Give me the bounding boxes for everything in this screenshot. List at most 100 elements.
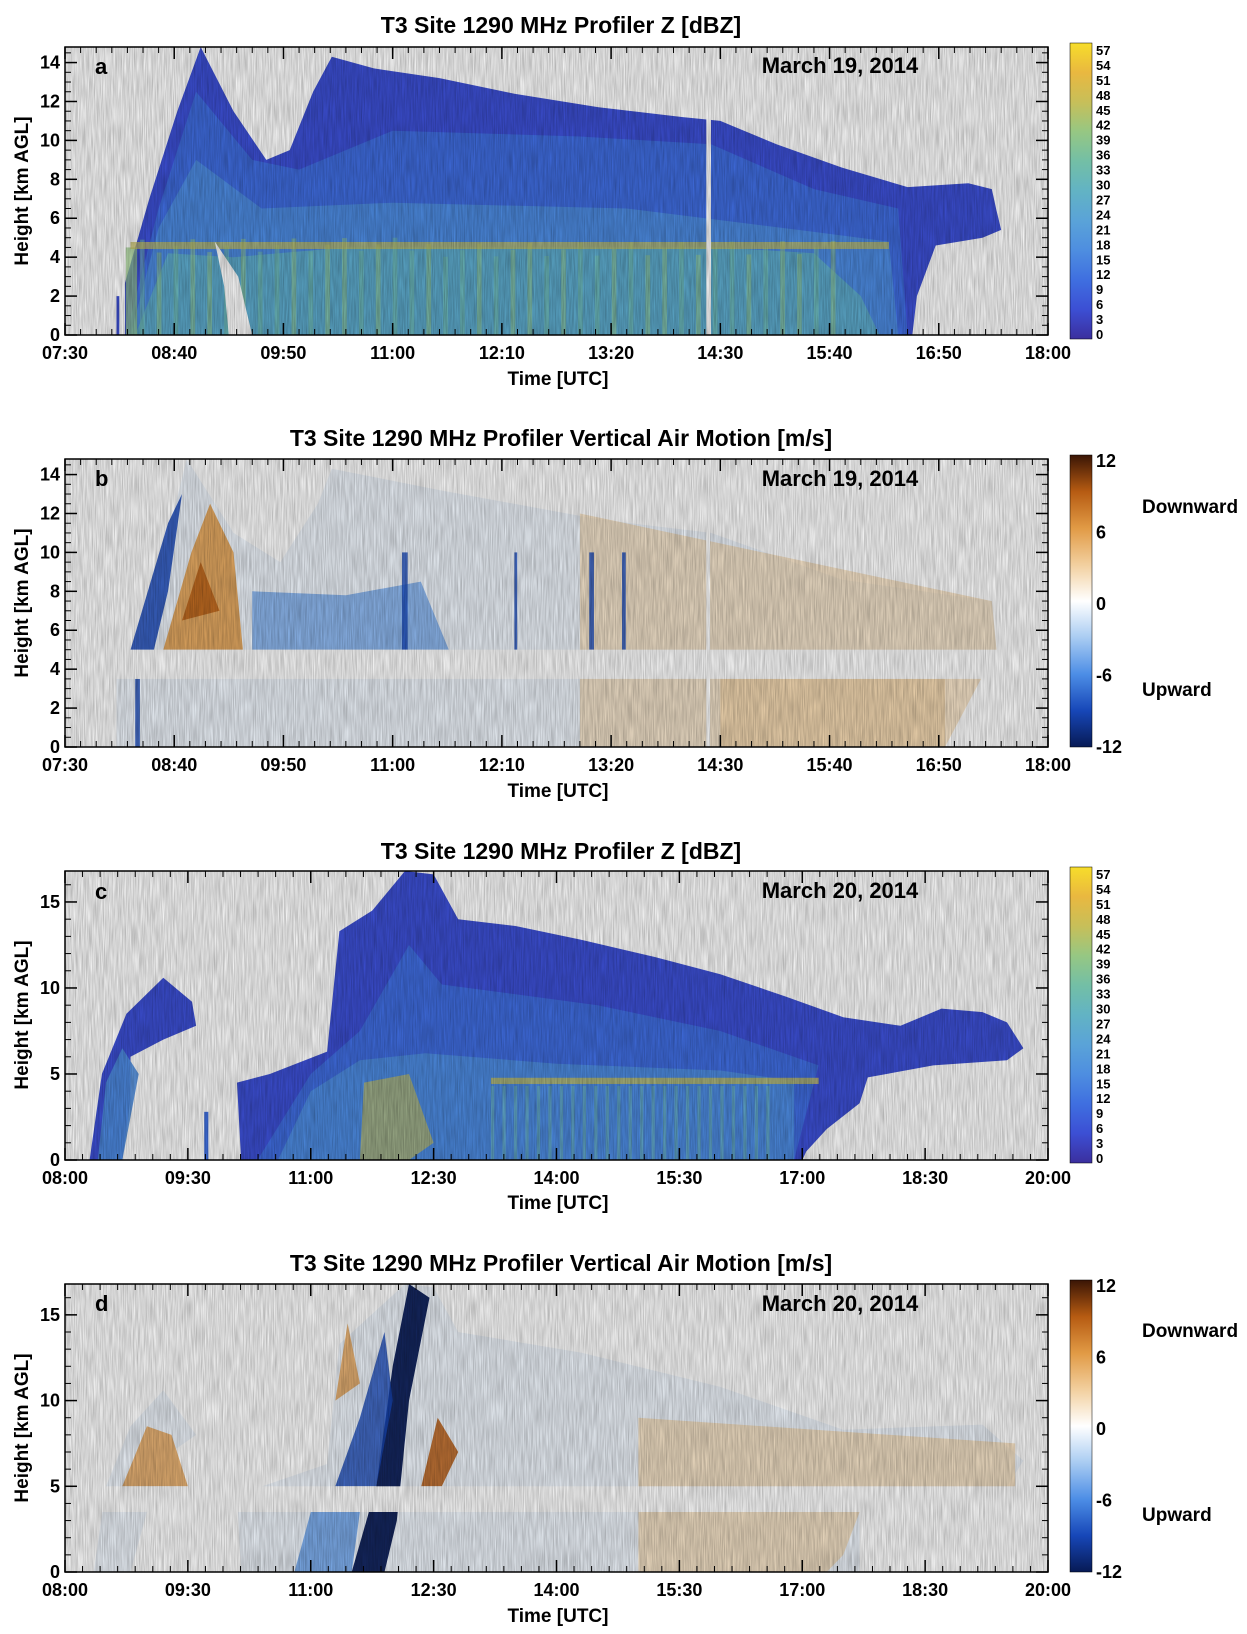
colorbar-tick-label: -6 — [1096, 666, 1112, 686]
panel-d-date: March 20, 2014 — [762, 1291, 919, 1316]
colorbar-tick-label: 24 — [1096, 1031, 1111, 1046]
colorbar-tick-label: 51 — [1096, 73, 1110, 88]
panel-c: T3 Site 1290 MHz Profiler Z [dBZ] 08:00 0… — [12, 838, 1111, 1214]
x-tick-label: 15:30 — [656, 1168, 702, 1188]
colorbar-scale — [1069, 866, 1093, 1164]
x-tick-label: 12:30 — [411, 1580, 457, 1600]
y-tick-label: 0 — [50, 1150, 60, 1170]
colorbar-tick-label: 27 — [1096, 192, 1110, 207]
colorbar-tick-label: 42 — [1096, 118, 1110, 133]
panel-a-xlabel: Time [UTC] — [508, 369, 609, 390]
colorbar-tick-label: 9 — [1096, 1106, 1103, 1121]
panel-d: T3 Site 1290 MHz Profiler Vertical Air M… — [12, 1250, 1238, 1627]
panel-b-colorbar: 12 6 0 -6 -12 — [1069, 451, 1122, 757]
y-tick-label: 4 — [50, 659, 60, 679]
panel-c-letter: c — [95, 879, 107, 904]
y-tick-label: 15 — [40, 1305, 60, 1325]
colorbar-tick-label: 0 — [1096, 1151, 1103, 1166]
colorbar-tick-label: 21 — [1096, 1046, 1110, 1061]
colorbar-tick-label: 36 — [1096, 148, 1110, 163]
panel-a-ylabel: Height [km AGL] — [12, 116, 33, 265]
colorbar-tick-label: 0 — [1096, 1419, 1106, 1439]
panel-c-data — [65, 871, 1048, 1160]
y-tick-label: 6 — [50, 620, 60, 640]
panel-c-xlabel: Time [UTC] — [508, 1193, 609, 1214]
x-tick-label: 18:30 — [902, 1580, 948, 1600]
y-tick-label: 6 — [50, 208, 60, 228]
y-tick-label: 5 — [50, 1064, 60, 1084]
colorbar-tick-label: 48 — [1096, 88, 1110, 103]
x-tick-label: 08:40 — [151, 343, 197, 363]
y-tick-label: 0 — [50, 1562, 60, 1582]
colorbar-tick-label: 54 — [1096, 882, 1111, 897]
panel-a-title: T3 Site 1290 MHz Profiler Z [dBZ] — [381, 12, 741, 38]
x-tick-label: 14:00 — [533, 1168, 579, 1188]
x-tick-label: 16:50 — [916, 755, 962, 775]
colorbar-tick-label: 6 — [1096, 1121, 1103, 1136]
echo-field — [65, 47, 1048, 335]
x-tick-label: 12:10 — [479, 755, 525, 775]
colorbar-scale — [1069, 1279, 1093, 1573]
colorbar-tick-label: 18 — [1096, 1061, 1110, 1076]
panel-d-downward-label: Downward — [1142, 1321, 1238, 1342]
x-tick-label: 11:00 — [370, 755, 415, 775]
colorbar-tick-label: 15 — [1096, 1076, 1110, 1091]
x-tick-label: 12:30 — [411, 1168, 457, 1188]
y-tick-label: 0 — [50, 737, 60, 757]
colorbar-tick-label: 39 — [1096, 133, 1110, 148]
panel-d-upward-label: Upward — [1142, 1505, 1212, 1526]
x-tick-label: 11:00 — [288, 1580, 333, 1600]
x-tick-label: 11:00 — [370, 343, 415, 363]
x-tick-label: 13:20 — [588, 755, 634, 775]
colorbar-tick-label: 0 — [1096, 327, 1103, 342]
y-tick-label: 12 — [40, 503, 60, 523]
panel-b-upward-label: Upward — [1142, 680, 1212, 701]
y-tick-label: 10 — [40, 542, 60, 562]
panel-d-colorbar: 12 6 0 -6 -12 — [1069, 1276, 1122, 1582]
y-tick-label: 4 — [50, 247, 60, 267]
panel-b-ticks: 07:30 08:40 09:50 11:00 12:10 13:20 14:30 15:40… — [40, 459, 1071, 775]
x-tick-label: 18:00 — [1025, 755, 1071, 775]
y-tick-label: 14 — [40, 465, 60, 485]
colorbar-tick-label: 27 — [1096, 1016, 1110, 1031]
colorbar-tick-label: 24 — [1096, 207, 1111, 222]
texture-overlay — [65, 47, 1048, 335]
colorbar-tick-label: 3 — [1096, 312, 1103, 327]
panel-a-frame — [64, 46, 1049, 336]
y-tick-label: 10 — [40, 1391, 60, 1411]
x-tick-label: 08:40 — [151, 755, 197, 775]
x-tick-label: 18:30 — [902, 1168, 948, 1188]
colorbar-tick-label: -12 — [1096, 1562, 1122, 1582]
panel-a: T3 Site 1290 MHz Profiler Z [dBZ] 07:30 0… — [12, 12, 1111, 390]
texture-overlay — [65, 459, 1048, 747]
colorbar-tick-label: 30 — [1096, 1002, 1110, 1017]
colorbar-tick-label: 21 — [1096, 222, 1110, 237]
y-tick-label: 15 — [40, 892, 60, 912]
echo-field — [65, 1284, 1048, 1572]
x-tick-label: 12:10 — [479, 343, 525, 363]
x-tick-label: 15:40 — [807, 343, 853, 363]
y-tick-label: 14 — [40, 53, 60, 73]
panel-b-letter: b — [95, 466, 108, 491]
colorbar-tick-label: 39 — [1096, 957, 1110, 972]
colorbar-tick-label: -12 — [1096, 737, 1122, 757]
panel-c-ylabel: Height [km AGL] — [12, 940, 33, 1089]
x-tick-label: 20:00 — [1025, 1580, 1071, 1600]
x-tick-label: 09:50 — [260, 755, 306, 775]
y-tick-label: 10 — [40, 978, 60, 998]
colorbar-tick-label: 12 — [1096, 1276, 1116, 1296]
x-tick-label: 08:00 — [42, 1580, 88, 1600]
panel-c-ticks: 08:00 09:30 11:00 12:30 14:00 15:30 17:00 18:30… — [40, 871, 1071, 1188]
y-tick-label: 2 — [50, 698, 60, 718]
x-tick-label: 14:30 — [697, 343, 743, 363]
panel-d-ylabel: Height [km AGL] — [12, 1353, 33, 1502]
y-tick-label: 2 — [50, 286, 60, 306]
x-tick-label: 09:50 — [260, 343, 306, 363]
colorbar-tick-label: 12 — [1096, 267, 1110, 282]
colorbar-scale — [1069, 454, 1093, 748]
colorbar-tick-label: 3 — [1096, 1136, 1103, 1151]
panel-d-letter: d — [95, 1291, 108, 1316]
